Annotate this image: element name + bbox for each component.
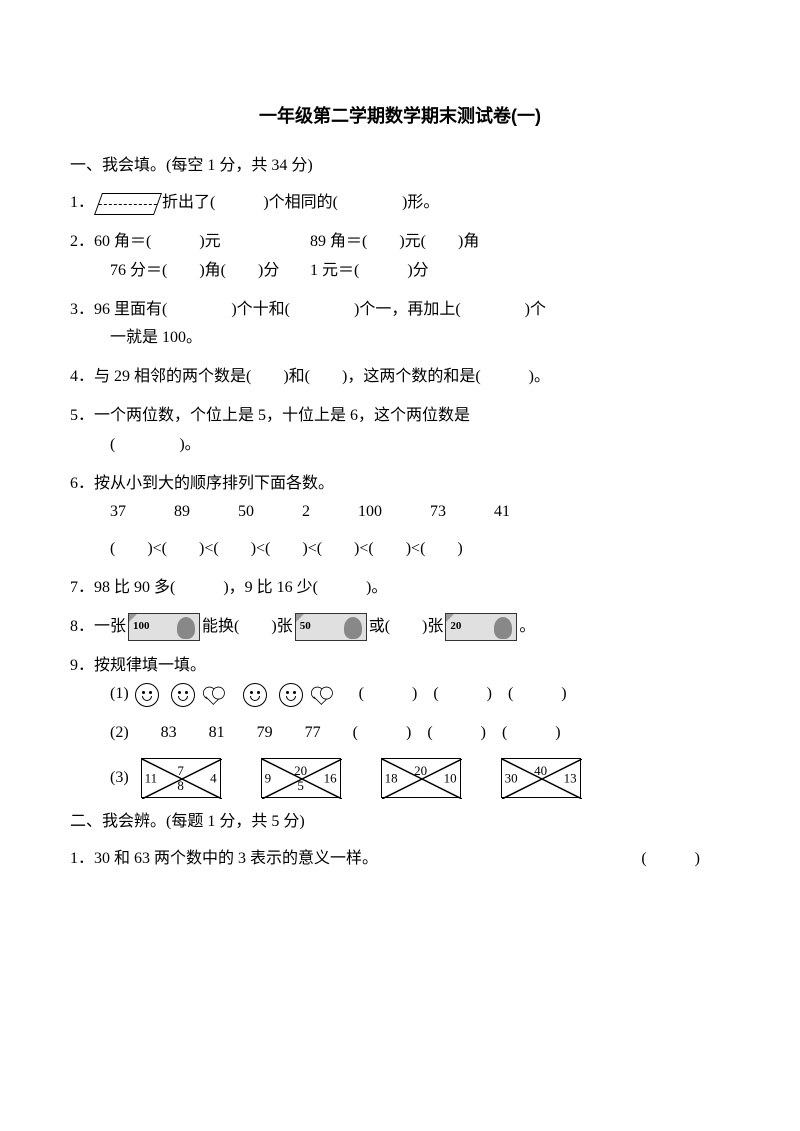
note-20-val: 20 [446, 617, 461, 637]
q9-2-n0: 83 [161, 719, 177, 748]
q9-text: 9．按规律填一填。 [70, 652, 730, 681]
q8-b: 能换( )张 [202, 613, 293, 642]
env4-left: 30 [505, 766, 518, 789]
question-8: 8．一张 100 能换( )张 50 或( )张 20 。 [70, 613, 730, 642]
q6-n0: 37 [110, 498, 126, 527]
smile-icon [135, 683, 159, 707]
env3-left: 18 [385, 766, 398, 789]
heart-icon [313, 683, 340, 710]
env1-bottom: 8 [177, 774, 184, 797]
question-1: 1． 折出了( )个相同的( )形。 [70, 189, 730, 218]
q9-2-blanks: ( ) ( ) ( ) [353, 719, 561, 748]
envelope-2: 20 5 9 16 [261, 758, 341, 798]
q9-2-n3: 77 [305, 719, 321, 748]
q2-part-c: 76 分＝( )角( )分 [110, 257, 310, 286]
question-9: 9．按规律填一填。 (1) ( ) ( ) ( ) (2) 83 81 79 7… [70, 652, 730, 798]
section2-q1: 1．30 和 63 两个数中的 3 表示的意义一样。 ( ) [70, 845, 730, 874]
q9-2-n2: 79 [257, 719, 273, 748]
s2-q1-blank: ( ) [641, 845, 700, 874]
question-3: 3．96 里面有( )个十和( )个一，再加上( )个 一就是 100。 [70, 296, 730, 354]
q9-2-n1: 81 [209, 719, 225, 748]
parallelogram-icon [94, 193, 162, 215]
q6-n1: 89 [174, 498, 190, 527]
q6-numbers: 37 89 50 2 100 73 41 [70, 498, 730, 527]
env2-bottom: 5 [297, 774, 304, 797]
q5-line2: ( )。 [70, 431, 730, 460]
banknote-20-icon: 20 [445, 613, 517, 641]
smile-icon [279, 683, 303, 707]
q6-n6: 41 [494, 498, 510, 527]
q9-1-label: (1) [110, 680, 129, 709]
q2-part-d: 1 元＝( )分 [310, 257, 429, 286]
q6-n3: 2 [302, 498, 310, 527]
heart-icon [205, 683, 232, 710]
note-100-val: 100 [129, 617, 150, 637]
q2-part-b: 89 角＝( )元( )角 [310, 228, 479, 257]
question-5: 5．一个两位数，个位上是 5，十位上是 6，这个两位数是 ( )。 [70, 402, 730, 460]
section-1-header: 一、我会填。(每空 1 分，共 34 分) [70, 152, 730, 181]
smile-icon [171, 683, 195, 707]
q3-line2: 一就是 100。 [70, 324, 730, 353]
q9-1-blanks: ( ) ( ) ( ) [359, 680, 567, 709]
q6-n2: 50 [238, 498, 254, 527]
question-7: 7．98 比 90 多( )，9 比 16 少( )。 [70, 574, 730, 603]
q8-a: 8．一张 [70, 613, 126, 642]
q6-n5: 73 [430, 498, 446, 527]
q6-text: 6．按从小到大的顺序排列下面各数。 [70, 470, 730, 499]
page-title: 一年级第二学期数学期末测试卷(一) [70, 100, 730, 132]
q8-d: 。 [519, 613, 535, 642]
q9-2-label: (2) [110, 719, 129, 748]
env4-top: 40 [534, 759, 547, 782]
q9-sub1: (1) ( ) ( ) ( ) [70, 680, 730, 709]
note-50-val: 50 [296, 617, 311, 637]
env1-right: 4 [210, 766, 217, 789]
q3-line1: 3．96 里面有( )个十和( )个一，再加上( )个 [70, 296, 730, 325]
env2-right: 16 [324, 766, 337, 789]
envelope-3: 20 18 10 [381, 758, 461, 798]
env1-left: 11 [145, 766, 158, 789]
question-2: 2．60 角＝( )元 89 角＝( )元( )角 76 分＝( )角( )分 … [70, 228, 730, 286]
s2-q1-text: 1．30 和 63 两个数中的 3 表示的意义一样。 [70, 850, 378, 867]
q1-text: 折出了( )个相同的( )形。 [162, 189, 439, 218]
question-6: 6．按从小到大的顺序排列下面各数。 37 89 50 2 100 73 41 (… [70, 470, 730, 564]
q1-num: 1． [70, 189, 94, 218]
section-2-header: 二、我会辨。(每题 1 分，共 5 分) [70, 808, 730, 837]
banknote-100-icon: 100 [128, 613, 200, 641]
q8-c: 或( )张 [369, 613, 444, 642]
q9-sub3: (3) 7 8 11 4 20 5 9 16 20 18 10 40 30 1 [70, 758, 730, 798]
banknote-50-icon: 50 [295, 613, 367, 641]
env2-left: 9 [265, 766, 272, 789]
q6-n4: 100 [358, 498, 382, 527]
smile-icon [243, 683, 267, 707]
question-4: 4．与 29 相邻的两个数是( )和( )，这两个数的和是( )。 [70, 363, 730, 392]
q5-line1: 5．一个两位数，个位上是 5，十位上是 6，这个两位数是 [70, 402, 730, 431]
q9-sub2: (2) 83 81 79 77 ( ) ( ) ( ) [70, 719, 730, 748]
q2-part-a: 2．60 角＝( )元 [70, 228, 310, 257]
q9-3-label: (3) [110, 764, 129, 793]
envelope-1: 7 8 11 4 [141, 758, 221, 798]
env3-right: 10 [444, 766, 457, 789]
q6-compare: ( )<( )<( )<( )<( )<( )<( ) [70, 535, 730, 564]
envelope-4: 40 30 13 [501, 758, 581, 798]
env3-top: 20 [414, 759, 427, 782]
env4-right: 13 [564, 766, 577, 789]
